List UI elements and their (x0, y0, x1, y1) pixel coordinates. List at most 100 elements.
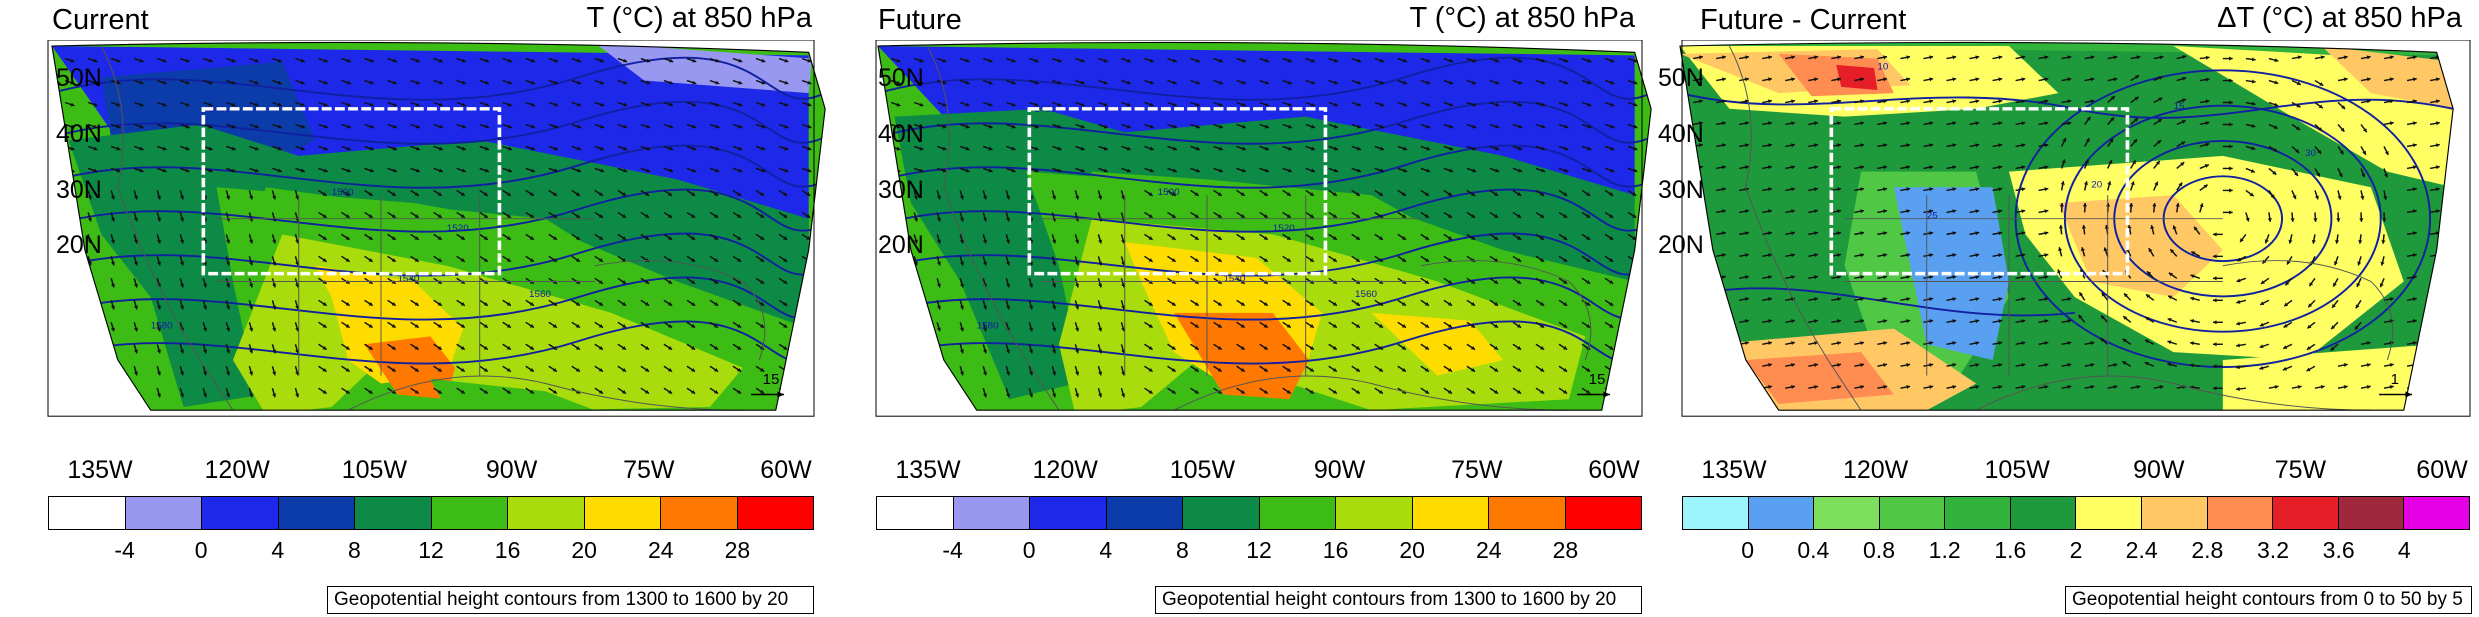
latitude-tick-label: 50N (56, 64, 102, 92)
longitude-tick-label: 135W (895, 456, 961, 484)
colorbar (1682, 496, 2470, 530)
colorbar-swatch (737, 497, 813, 529)
colorbar-swatch (2010, 497, 2077, 529)
coastline-layer (1728, 45, 2394, 411)
latitude-tick-label: 40N (56, 120, 102, 148)
colorbar-swatch (1748, 497, 1815, 529)
colorbar-swatch (278, 497, 355, 529)
colorbar-tick-label: 0 (1741, 537, 1755, 563)
colorbar-swatch (125, 497, 202, 529)
colorbar-swatch (1489, 497, 1566, 529)
colorbar-swatch (49, 497, 126, 529)
colorbar-swatch (355, 497, 432, 529)
colorbar-tick-label: 3.2 (2257, 537, 2289, 563)
contour-label: 1540 (1223, 274, 1245, 285)
contour-label: 1500 (332, 187, 354, 198)
colorbar-swatch (2076, 497, 2143, 529)
contour-label: 1580 (151, 321, 173, 332)
colorbar-tick-label: 12 (418, 537, 444, 563)
map-plot: 10 15 20 25 30 (1679, 40, 2471, 417)
latitude-tick-label: 50N (1658, 64, 1704, 92)
colorbar-tick-label: 16 (1322, 537, 1349, 563)
longitude-tick-label: 120W (1842, 456, 1909, 484)
longitude-tick-label: 75W (1451, 456, 1503, 484)
colorbar-swatch (431, 497, 508, 529)
axes-frame (875, 40, 1643, 417)
map-frame (877, 41, 1652, 411)
latitude-tick-label: 40N (1658, 120, 1704, 148)
colorbar-swatch (2273, 497, 2339, 529)
longitude-tick-label: 60W (760, 456, 812, 484)
contour-note: Geopotential height contours from 1300 t… (1155, 586, 1642, 614)
colorbar-tick-label: 28 (1552, 537, 1579, 563)
longitude-tick-label: 90W (485, 456, 538, 484)
colorbar (48, 496, 814, 530)
contour-label: 15 (2173, 101, 2184, 112)
colorbar-tick-label: 8 (1175, 537, 1189, 563)
coastline-layer (926, 45, 1592, 411)
longitude-tick-label: 105W (341, 456, 408, 484)
shaded-region (2321, 46, 2454, 109)
latitude-tick-label: 20N (1658, 231, 1704, 259)
colorbar-tick-label: 24 (1476, 537, 1502, 563)
colorbar-tick-label: 2.8 (2191, 537, 2224, 563)
panel-title: Future (878, 4, 962, 36)
colorbar-swatch (1030, 497, 1107, 529)
colorbar-tick-label: 8 (347, 537, 361, 563)
contour-label: 1580 (977, 321, 999, 332)
colorbar-tick-label: 4 (2397, 537, 2411, 563)
colorbar-swatch (2338, 497, 2405, 529)
contour-label: 1520 (1273, 223, 1295, 234)
colorbar-tick-label: 20 (571, 537, 597, 563)
panel-title: Future - Current (1700, 4, 1907, 36)
panel-variable-title: T (°C) at 850 hPa (586, 2, 812, 34)
reference-vector-label: 15 (1588, 370, 1606, 388)
panel-variable-title: ΔT (°C) at 850 hPa (2217, 2, 2462, 34)
colorbar-swatch (1412, 497, 1489, 529)
colorbar-tick-label: 20 (1399, 537, 1425, 563)
colorbar-swatch (1945, 497, 2011, 529)
reference-vector-label: 1 (2390, 370, 2399, 388)
colorbar-swatch (661, 497, 738, 529)
contour-label: 30 (2305, 148, 2316, 159)
contour-note: Geopotential height contours from 1300 t… (327, 586, 814, 614)
coastline-layer (100, 45, 766, 411)
colorbar-tick-label: -4 (942, 537, 963, 563)
wind-vector-layer (64, 57, 812, 398)
map-frame (1679, 41, 2454, 411)
contour-label: 1540 (397, 274, 419, 285)
colorbar-swatch (2207, 497, 2274, 529)
colorbar-swatch (2404, 497, 2469, 529)
latitude-tick-label: 20N (878, 231, 924, 259)
colorbar-tick-label: 4 (271, 537, 285, 563)
colorbar-tick-label: 0.4 (1797, 537, 1830, 563)
panel-difference: Future - Current ΔT (°C) at 850 hPa 1 0 15… (1658, 0, 2479, 617)
contour-label: 1500 (1158, 187, 1180, 198)
colorbar-swatch (508, 497, 585, 529)
colorbar-tick-label: 2.4 (2125, 537, 2158, 563)
colorbar-swatch (2142, 497, 2208, 529)
longitude-tick-label: 135W (67, 456, 133, 484)
longitude-tick-label: 90W (2133, 456, 2185, 484)
shaded-region (2058, 195, 2223, 298)
colorbar-tick-label: -4 (114, 537, 135, 563)
reference-vector (751, 391, 785, 398)
reference-vector (2379, 391, 2413, 398)
axes-frame (47, 40, 815, 417)
panel-title: Current (52, 4, 149, 36)
longitude-tick-label: 75W (2274, 456, 2327, 484)
contour-label: 1520 (447, 223, 469, 234)
axes-frame (1681, 40, 2471, 417)
contour-label: 1560 (1355, 289, 1377, 300)
colorbar-swatch (1259, 497, 1336, 529)
contour-label: 25 (1927, 211, 1938, 222)
shaded-region (1836, 64, 1878, 90)
longitude-tick-label: 75W (623, 456, 675, 484)
colorbar-swatch (953, 497, 1030, 529)
latitude-tick-label: 20N (56, 231, 102, 259)
colorbar-swatch (1106, 497, 1183, 529)
map-frame (51, 41, 826, 411)
